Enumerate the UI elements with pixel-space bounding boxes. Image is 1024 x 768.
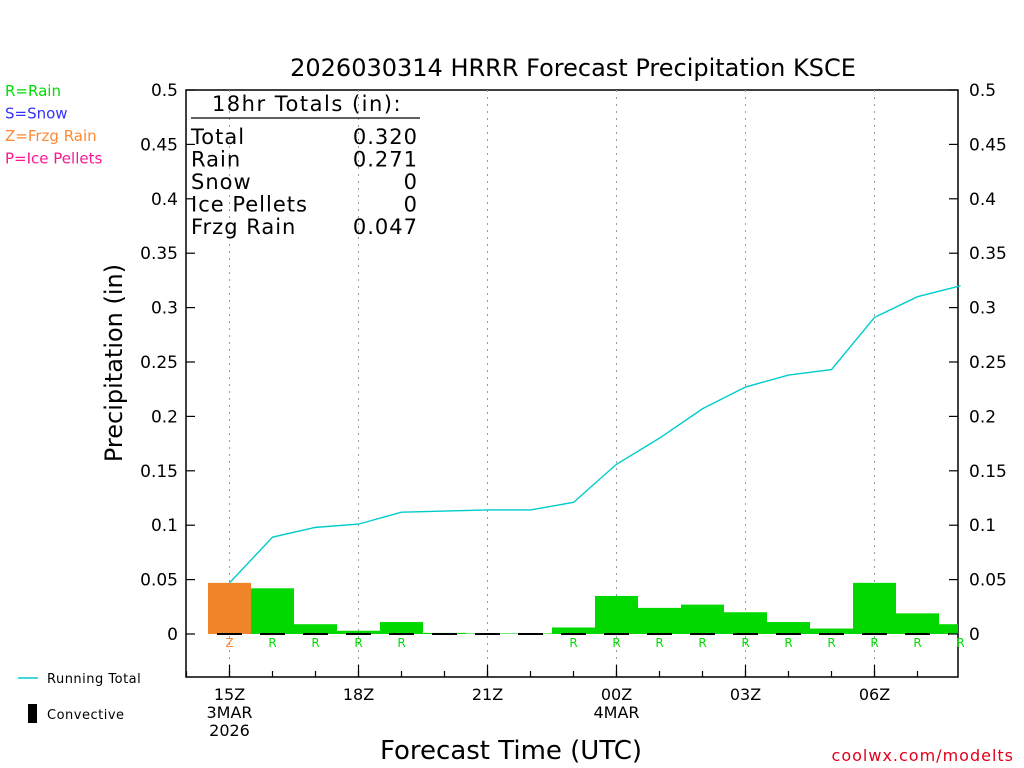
- totals-heading: 18hr Totals (in):: [212, 92, 402, 116]
- type-code-8: R: [569, 636, 577, 650]
- source-credit: coolwx.com/modelts: [832, 746, 1014, 765]
- type-code-17: R: [956, 636, 964, 650]
- type-code-13: R: [784, 636, 792, 650]
- y-tick-label-left-2: 0.1: [151, 516, 178, 536]
- y-axis-left: 0 0.05 0.1 0.15 0.2 0.25 0.3 0.35 0.4 0.45 0.5: [140, 81, 195, 645]
- bar-12: [724, 612, 767, 634]
- bar-13: [767, 622, 810, 634]
- y-tick-label-right-6: 0.3: [969, 299, 996, 319]
- totals-value-2: 0: [404, 170, 418, 194]
- bar-4: [380, 622, 423, 634]
- legend-running-total-label: Running Total: [47, 672, 141, 687]
- y-tick-label-left-4: 0.2: [151, 407, 178, 427]
- bar-10: [638, 607, 681, 634]
- x-tick-label-0-1: 3MAR: [206, 703, 252, 722]
- bar-9: [595, 595, 638, 634]
- bar-3: [337, 630, 380, 634]
- type-code-11: R: [698, 636, 706, 650]
- x-tick-label-2-0: 21Z: [472, 685, 503, 704]
- x-tick-label-0-0: 15Z: [214, 685, 245, 704]
- type-code-12: R: [741, 636, 749, 650]
- y-axis-right: 0 0.05 0.1 0.15 0.2 0.25 0.3 0.35 0.4 0.45 0.5: [949, 81, 1007, 645]
- bar-1: [251, 588, 294, 634]
- plot-frame: [185, 89, 959, 678]
- type-code-4: R: [397, 636, 405, 650]
- type-code-9: R: [612, 636, 620, 650]
- vertical-grid: [229, 90, 875, 677]
- totals-label-2: Snow: [191, 170, 252, 194]
- y-tick-label-left-1: 0.05: [140, 571, 178, 591]
- x-axis-label: Forecast Time (UTC): [380, 736, 642, 766]
- y-tick-label-left-5: 0.25: [140, 353, 178, 373]
- y-tick-label-right-3: 0.15: [969, 462, 1007, 482]
- y-tick-label-right-5: 0.25: [969, 353, 1007, 373]
- x-tick-label-5-0: 06Z: [859, 685, 890, 704]
- bar-8: [552, 627, 595, 634]
- totals-value-0: 0.320: [353, 125, 418, 149]
- y-tick-label-left-0: 0: [167, 625, 178, 645]
- type-code-0: Z: [225, 636, 233, 650]
- totals-value-1: 0.271: [353, 148, 418, 172]
- y-tick-label-left-8: 0.4: [151, 190, 178, 210]
- precip-type-legend: R=Rain S=Snow Z=Frzg Rain P=Ice Pellets: [5, 82, 102, 168]
- x-tick-label-3-0: 00Z: [601, 685, 632, 704]
- legend-convective-swatch: [28, 704, 37, 723]
- y-tick-label-right-1: 0.05: [969, 571, 1007, 591]
- legend-convective-label: Convective: [47, 708, 125, 723]
- bar-17: [939, 624, 958, 634]
- type-code-1: R: [268, 636, 276, 650]
- type-code-3: R: [354, 636, 362, 650]
- y-tick-label-left-9: 0.45: [140, 135, 178, 155]
- x-tick-label-4-0: 03Z: [730, 685, 761, 704]
- running-total-line: [228, 285, 961, 584]
- x-tick-label-3-1: 4MAR: [593, 703, 639, 722]
- type-code-15: R: [870, 636, 878, 650]
- y-tick-label-right-0: 0: [969, 625, 980, 645]
- bar-15: [853, 582, 896, 634]
- type-code-16: R: [913, 636, 921, 650]
- legend-type-0: R=Rain: [5, 82, 61, 100]
- bar-11: [681, 604, 724, 634]
- totals-box: 18hr Totals (in): Total 0.320 Rain 0.271 Sno…: [190, 92, 420, 239]
- y-tick-label-right-2: 0.1: [969, 516, 996, 536]
- y-tick-label-right-9: 0.45: [969, 135, 1007, 155]
- totals-label-0: Total: [190, 125, 245, 149]
- totals-value-3: 0: [404, 193, 418, 217]
- y-axis-label: Precipitation (in): [100, 264, 128, 462]
- legend-type-3: P=Ice Pellets: [5, 150, 102, 168]
- y-tick-label-left-3: 0.15: [140, 462, 178, 482]
- x-tick-label-0-2: 2026: [209, 721, 250, 740]
- totals-rows: Total 0.320 Rain 0.271 Snow 0 Ice Pellets 0 Frzg…: [190, 125, 418, 239]
- y-tick-label-right-7: 0.35: [969, 244, 1007, 264]
- legend-type-2: Z=Frzg Rain: [5, 127, 97, 145]
- type-code-14: R: [827, 636, 835, 650]
- totals-value-4: 0.047: [353, 215, 418, 239]
- y-tick-label-left-7: 0.35: [140, 244, 178, 264]
- bar-2: [294, 624, 337, 634]
- y-tick-label-right-4: 0.2: [969, 407, 996, 427]
- bar-0: [208, 582, 251, 634]
- totals-label-4: Frzg Rain: [191, 215, 296, 239]
- chart-title: 2026030314 HRRR Forecast Precipitation K…: [290, 54, 856, 82]
- totals-label-1: Rain: [191, 148, 241, 172]
- y-tick-label-left-10: 0.5: [151, 81, 178, 101]
- type-code-2: R: [311, 636, 319, 650]
- legend-type-1: S=Snow: [5, 105, 68, 123]
- line-legend: Running Total Convective: [18, 672, 141, 723]
- totals-label-3: Ice Pellets: [191, 193, 308, 217]
- y-tick-label-left-6: 0.3: [151, 299, 178, 319]
- y-tick-label-right-8: 0.4: [969, 190, 996, 210]
- bar-14: [810, 628, 853, 634]
- bar-series: [208, 582, 958, 634]
- bar-16: [896, 613, 939, 634]
- x-tick-label-1-0: 18Z: [343, 685, 374, 704]
- y-tick-label-right-10: 0.5: [969, 81, 996, 101]
- type-code-10: R: [655, 636, 663, 650]
